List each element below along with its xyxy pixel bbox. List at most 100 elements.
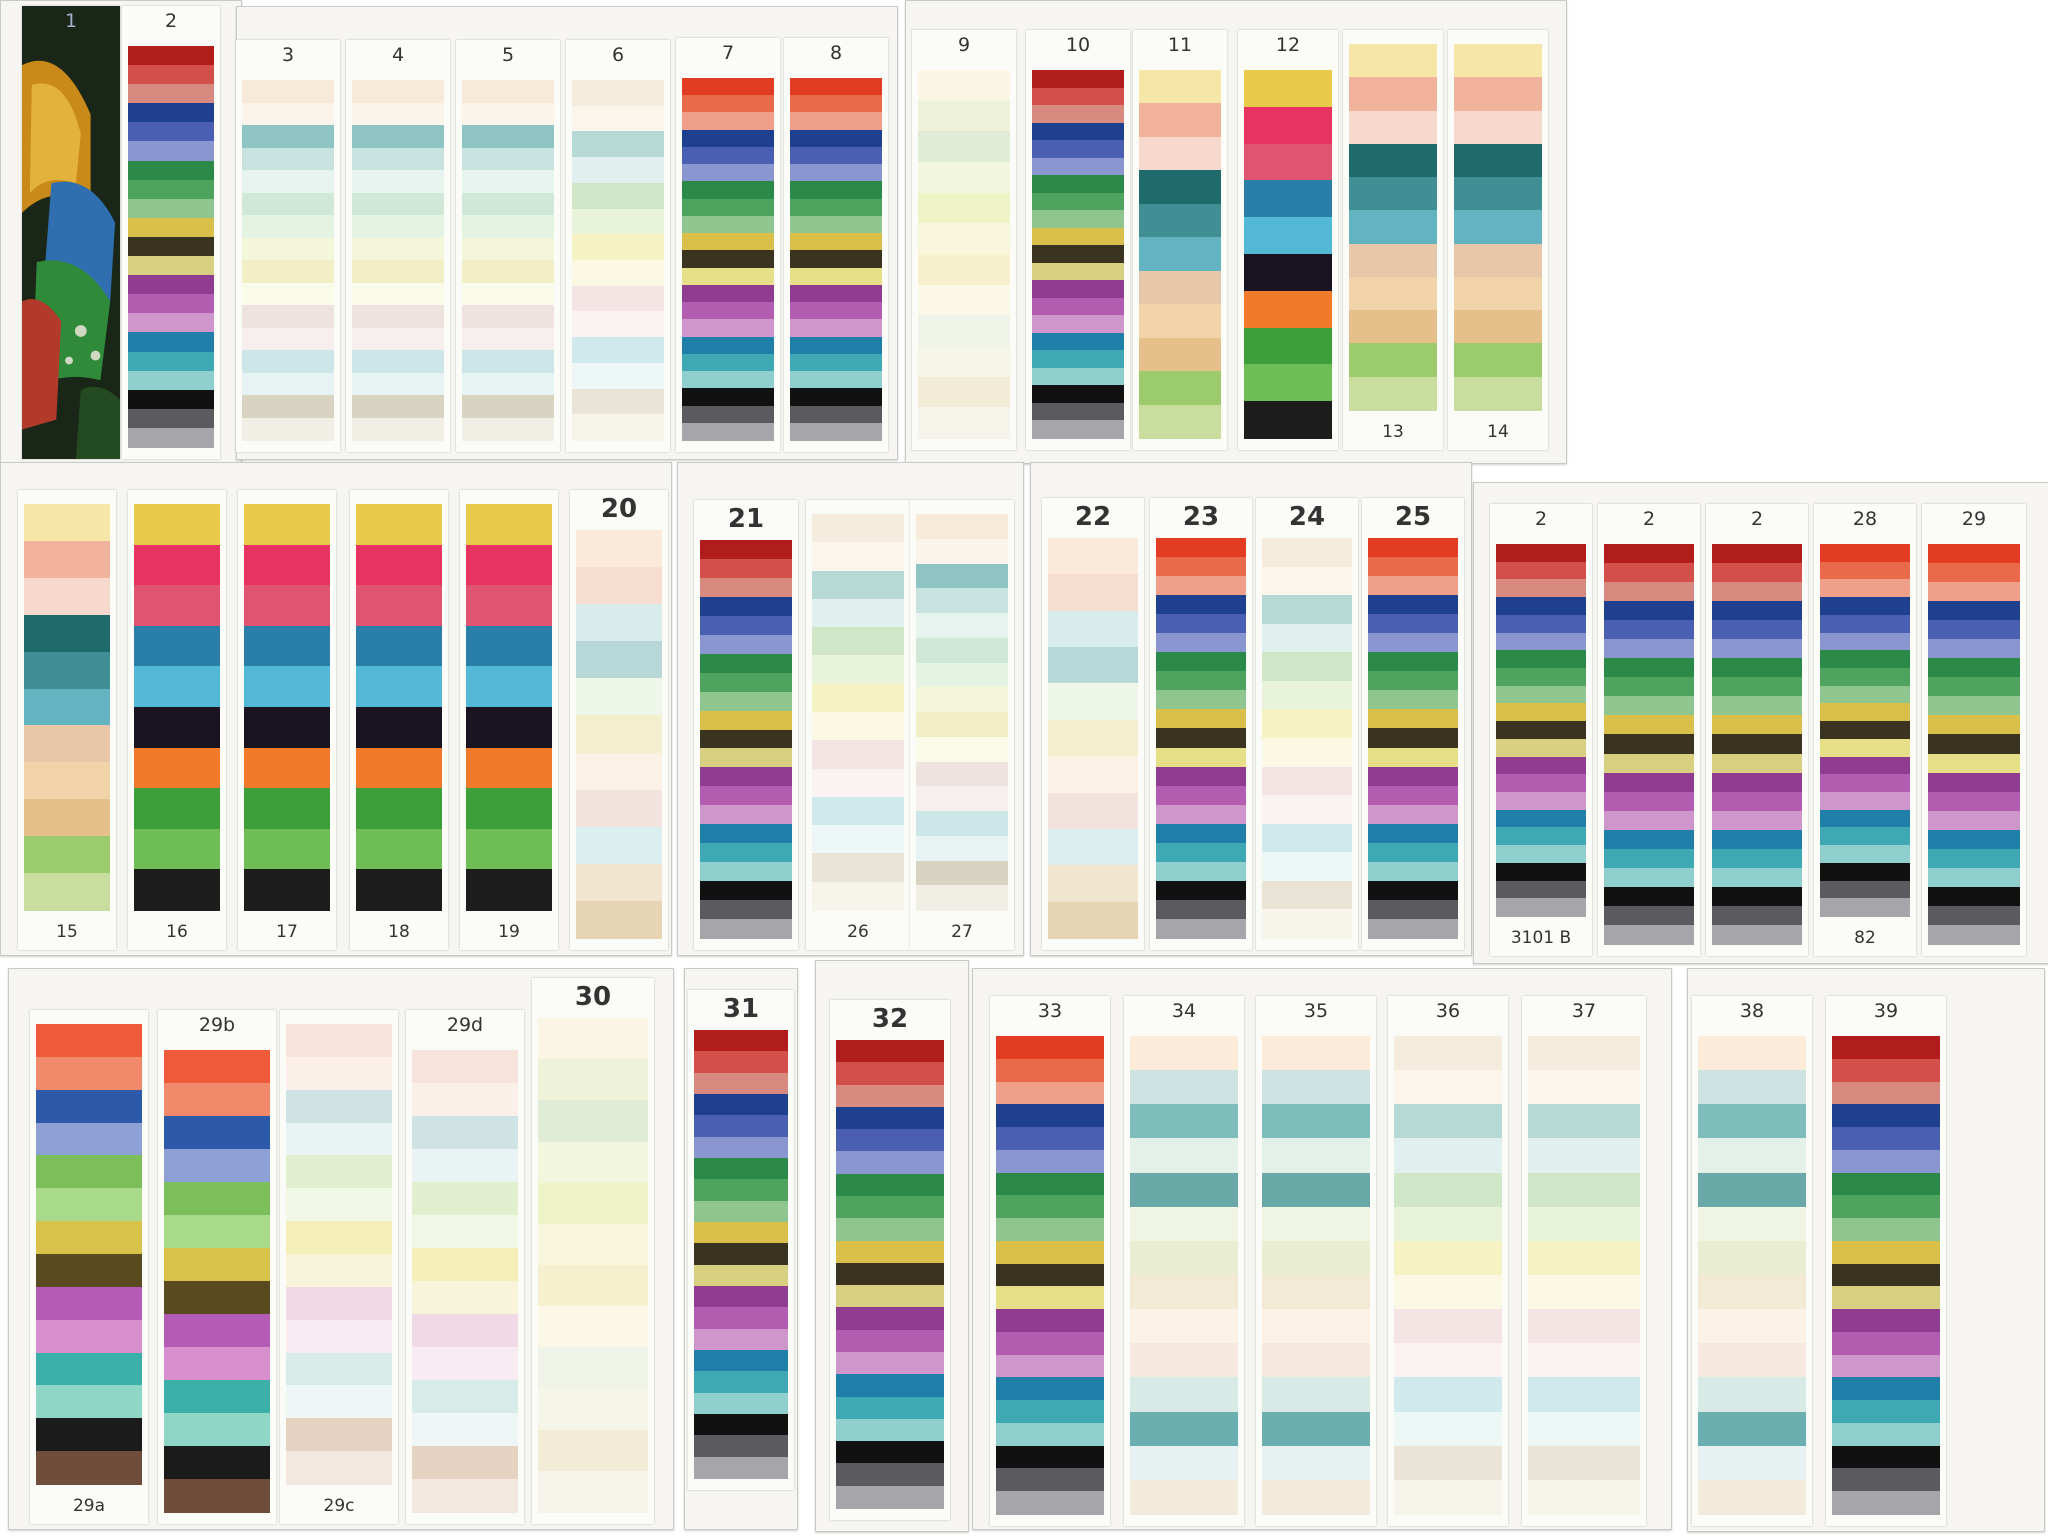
color-swatch — [242, 417, 334, 441]
color-swatch — [1698, 1275, 1806, 1310]
color-swatch — [1832, 1331, 1940, 1356]
color-swatch — [128, 179, 214, 200]
color-swatch — [1368, 842, 1458, 863]
color-swatch — [1156, 804, 1246, 825]
color-swatch — [1262, 1411, 1370, 1447]
color-swatch — [1368, 538, 1458, 558]
color-swatch — [1262, 766, 1352, 796]
color-swatch — [242, 147, 334, 171]
color-swatch — [1048, 901, 1138, 939]
color-swatch — [1928, 886, 2020, 907]
color-swatch — [1928, 829, 2020, 850]
color-swatch — [572, 260, 664, 287]
color-swatch — [694, 1136, 788, 1159]
swatch-strip: 32 — [830, 1000, 950, 1520]
strip-bottom-label: 82 — [1854, 928, 1876, 948]
color-swatch — [694, 1094, 788, 1116]
color-swatch — [1604, 886, 1694, 907]
color-swatch — [244, 544, 330, 586]
color-swatch — [1156, 823, 1246, 844]
swatch-strip: 38 — [1692, 996, 1812, 1526]
color-swatch — [1832, 1468, 1940, 1492]
color-swatch — [128, 103, 214, 123]
color-swatch — [572, 362, 664, 390]
color-swatch — [1496, 809, 1586, 829]
swatch-strip: 15 — [18, 490, 116, 950]
color-swatch — [1928, 734, 2020, 755]
swatch-strip: 31 — [688, 990, 794, 1490]
color-swatch — [1139, 337, 1221, 372]
color-swatch — [996, 1422, 1104, 1447]
color-swatch — [682, 95, 774, 114]
color-swatch — [700, 881, 792, 901]
color-swatch — [1604, 677, 1694, 697]
color-swatch — [1698, 1479, 1806, 1515]
color-swatch — [1820, 809, 1910, 829]
color-swatch — [1130, 1206, 1238, 1242]
color-swatch — [700, 824, 792, 844]
strip-number-label: 8 — [829, 42, 843, 64]
color-swatch — [128, 217, 214, 238]
color-swatch — [700, 919, 792, 939]
color-swatch — [918, 100, 1010, 132]
color-swatch — [462, 395, 554, 419]
color-swatch — [700, 577, 792, 598]
color-swatch — [812, 627, 904, 657]
color-swatch — [1820, 668, 1910, 687]
color-swatch — [286, 1319, 392, 1354]
color-swatch — [1496, 668, 1586, 687]
color-swatch — [836, 1307, 944, 1331]
color-swatch — [916, 811, 1008, 837]
color-swatch — [286, 1286, 392, 1321]
strip-bottom-label: 14 — [1487, 422, 1509, 442]
color-swatch — [576, 567, 662, 605]
color-swatch — [1496, 880, 1586, 899]
color-swatch — [242, 372, 334, 396]
color-swatch — [1712, 848, 1802, 869]
color-swatch — [1528, 1377, 1640, 1413]
color-swatch — [164, 1446, 270, 1480]
color-swatch — [1394, 1343, 1502, 1379]
color-swatch — [1832, 1309, 1940, 1333]
color-swatch — [466, 707, 552, 749]
color-swatch — [812, 514, 904, 543]
color-swatch — [576, 604, 662, 642]
color-swatch — [462, 237, 554, 261]
color-swatch — [134, 869, 220, 911]
color-swatch — [694, 1371, 788, 1394]
swatch-strip: 7 — [676, 38, 780, 452]
color-swatch — [918, 70, 1010, 102]
color-swatch — [1156, 899, 1246, 920]
color-swatch — [1496, 845, 1586, 864]
color-swatch — [572, 208, 664, 235]
color-swatch — [1156, 747, 1246, 768]
color-swatch — [1139, 70, 1221, 105]
color-swatch — [1262, 538, 1352, 568]
color-swatch — [1698, 1445, 1806, 1481]
color-swatch — [1820, 650, 1910, 669]
color-swatch — [1604, 791, 1694, 812]
strip-number-label: 2 — [164, 10, 178, 32]
color-swatch — [1528, 1411, 1640, 1447]
color-swatch — [1454, 210, 1542, 245]
color-swatch — [812, 683, 904, 713]
color-swatch — [694, 1307, 788, 1330]
color-swatch — [538, 1223, 648, 1266]
color-swatch — [352, 417, 444, 441]
color-swatch — [1820, 703, 1910, 722]
color-swatch — [36, 1122, 142, 1157]
color-swatch — [694, 1200, 788, 1223]
color-swatch — [1262, 709, 1352, 739]
color-swatch — [244, 869, 330, 911]
color-swatch — [1604, 753, 1694, 774]
color-swatch — [134, 747, 220, 789]
color-swatch — [24, 577, 110, 616]
color-swatch — [134, 828, 220, 870]
color-swatch — [916, 588, 1008, 614]
color-swatch — [1262, 1172, 1370, 1208]
strip-number-label: 33 — [1037, 1000, 1063, 1022]
color-swatch — [242, 350, 334, 374]
color-swatch — [164, 1116, 270, 1150]
color-swatch — [1928, 715, 2020, 736]
color-swatch — [790, 267, 882, 286]
